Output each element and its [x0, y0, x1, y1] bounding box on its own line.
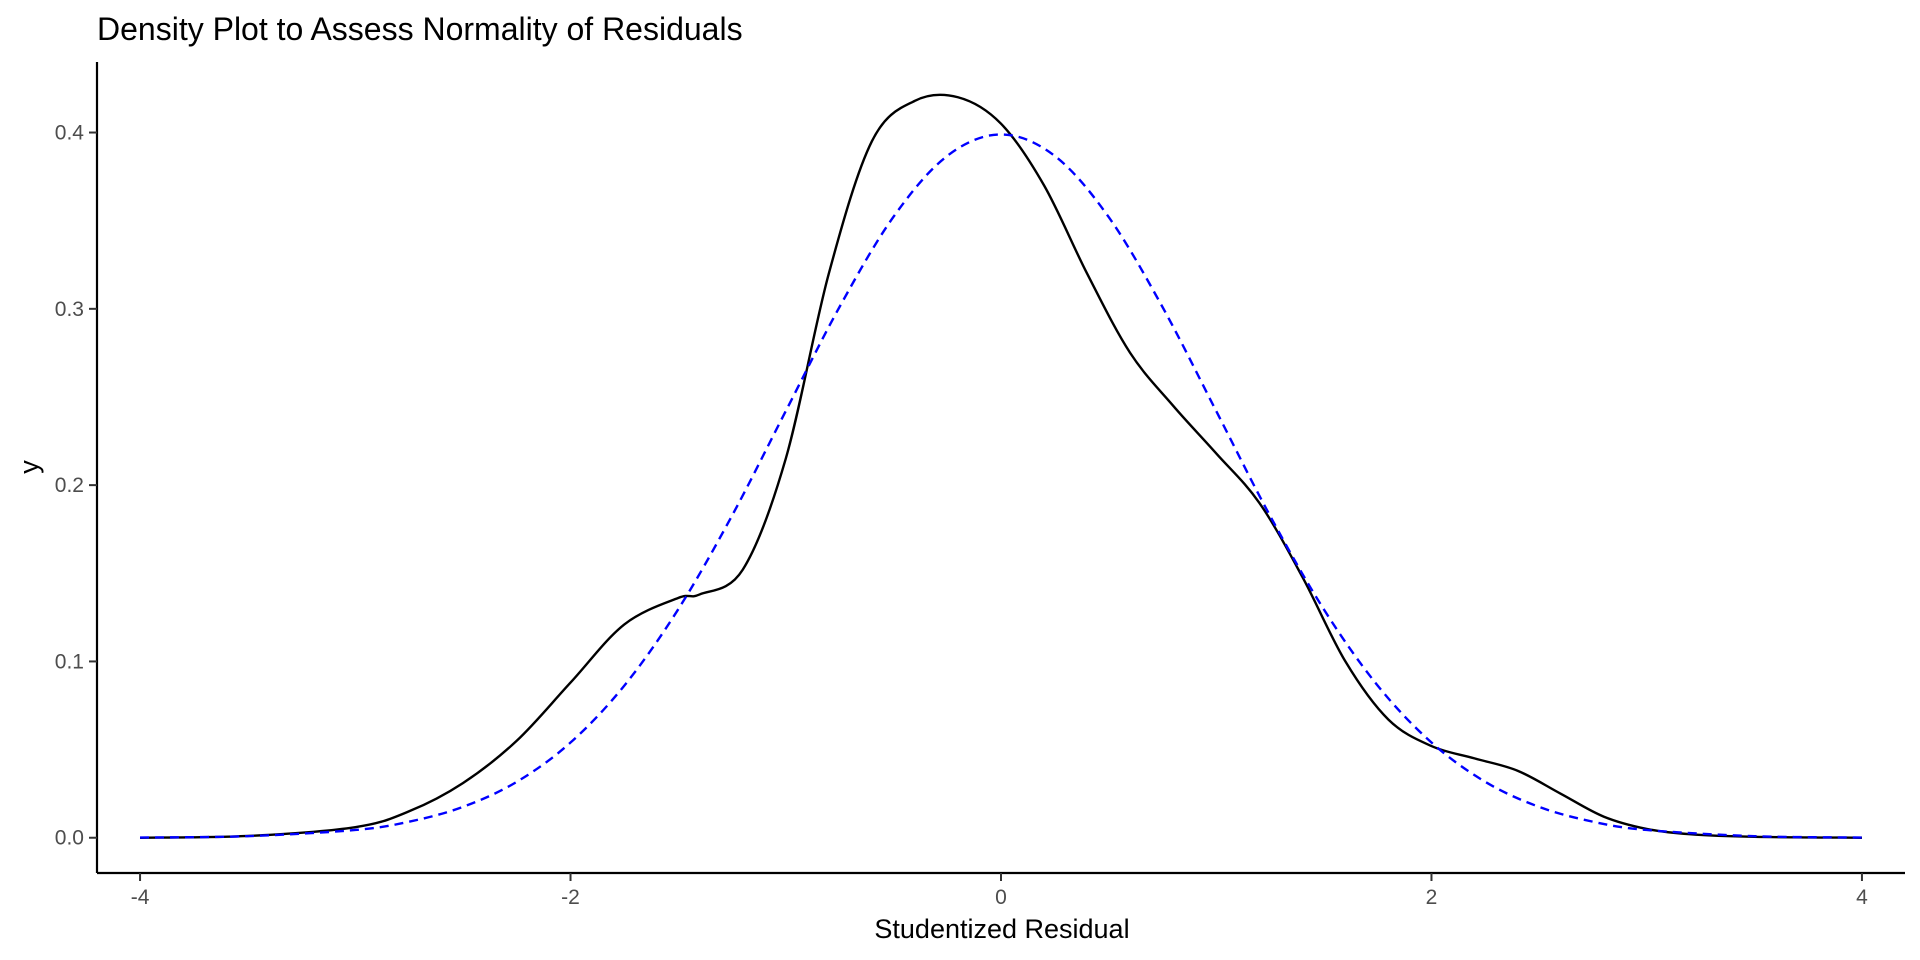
y-tick-label: 0.3 — [55, 298, 84, 321]
x-axis-title: Studentized Residual — [874, 914, 1129, 944]
y-tick-label: 0.0 — [55, 827, 84, 850]
empirical-density-line — [140, 93, 1862, 839]
series-layer — [140, 93, 1862, 839]
axes: -4 -2 0 2 4 0.0 0.1 0.2 0.3 0.4 — [55, 62, 1905, 909]
y-tick-label: 0.4 — [55, 122, 85, 145]
y-tick-label: 0.1 — [55, 650, 84, 673]
x-tick-label: -4 — [131, 886, 150, 909]
y-tick-label: 0.2 — [55, 474, 84, 497]
x-tick-label: 0 — [995, 886, 1007, 909]
x-tick-label: -2 — [561, 886, 580, 909]
normal-reference-line — [140, 133, 1862, 839]
x-tick-label: 4 — [1856, 886, 1868, 909]
y-axis-title: y — [14, 460, 44, 474]
x-tick-label: 2 — [1426, 886, 1438, 909]
chart-title: Density Plot to Assess Normality of Resi… — [97, 11, 743, 47]
